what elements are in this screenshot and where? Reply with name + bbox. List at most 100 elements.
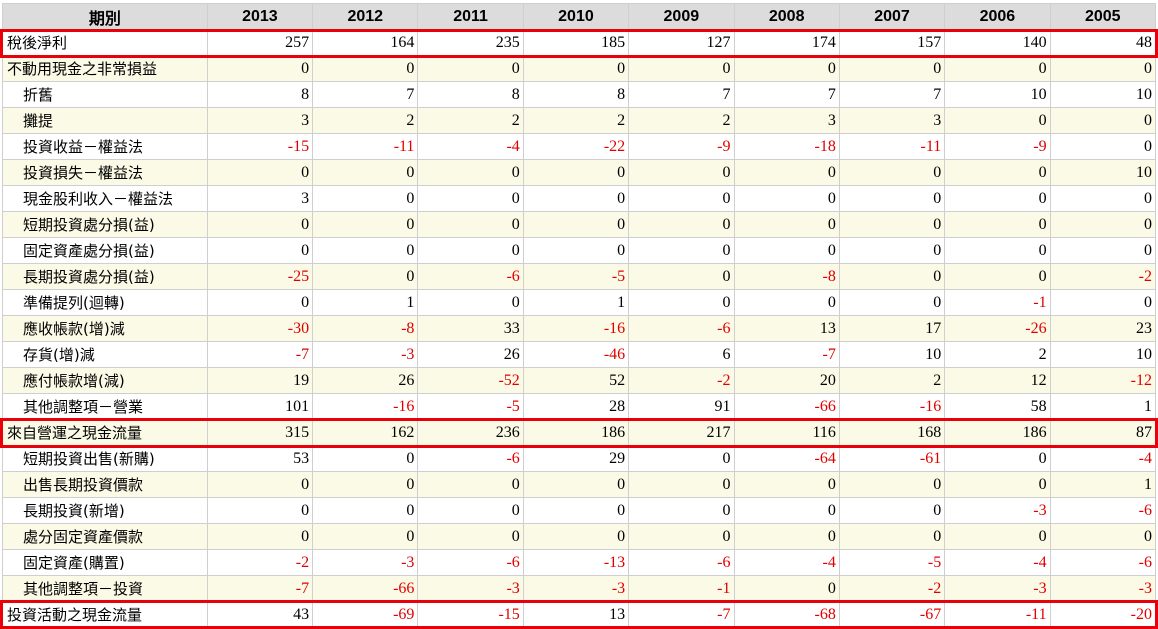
value-cell: -69: [312, 601, 419, 628]
value-cell: 19: [206, 367, 314, 394]
value-cell: 0: [944, 263, 1051, 290]
value-cell: -67: [838, 601, 946, 628]
value-cell: 0: [838, 159, 946, 186]
value-cell: -22: [522, 133, 630, 160]
value-cell: 2: [838, 367, 946, 394]
table-row: 長期投資處分損(益) -25 0 -6 -5 0 -8 0 0 -2: [2, 263, 1157, 290]
value-cell: 0: [1049, 55, 1157, 82]
value-cell: 116: [733, 419, 840, 446]
value-cell: 0: [312, 263, 419, 290]
header-row: 期別 2013 2012 2011 2010 2009 2008 2007 20…: [2, 3, 1157, 30]
value-cell: 236: [417, 419, 524, 446]
value-cell: 7: [838, 81, 946, 108]
value-cell: -6: [1049, 497, 1157, 524]
row-label: 投資活動之現金流量: [2, 601, 208, 628]
value-cell: 0: [417, 497, 524, 524]
value-cell: 0: [944, 185, 1051, 212]
value-cell: 3: [206, 185, 314, 212]
table-row: 攤提 3 2 2 2 2 3 3 0 0: [2, 107, 1157, 134]
value-cell: 0: [944, 523, 1051, 550]
row-label: 其他調整項－投資: [2, 575, 208, 602]
year-header: 2008: [733, 3, 840, 30]
value-cell: -8: [312, 315, 419, 342]
value-cell: 52: [522, 367, 630, 394]
value-cell: -4: [1049, 445, 1157, 472]
value-cell: 28: [522, 393, 630, 420]
value-cell: -8: [733, 263, 840, 290]
value-cell: 164: [312, 29, 419, 56]
value-cell: -3: [417, 575, 524, 602]
value-cell: 157: [838, 29, 946, 56]
value-cell: 0: [733, 497, 840, 524]
value-cell: 3: [206, 107, 314, 134]
row-label: 長期投資處分損(益): [2, 263, 208, 290]
value-cell: 10: [1049, 81, 1157, 108]
value-cell: 0: [417, 159, 524, 186]
value-cell: -3: [944, 497, 1051, 524]
value-cell: 0: [838, 471, 946, 498]
value-cell: 1: [1049, 471, 1157, 498]
value-cell: 0: [312, 55, 419, 82]
value-cell: -66: [312, 575, 419, 602]
table-row: 稅後淨利 257 164 235 185 127 174 157 140 48: [2, 29, 1157, 56]
value-cell: 235: [417, 29, 524, 56]
value-cell: -5: [838, 549, 946, 576]
value-cell: 0: [628, 159, 735, 186]
value-cell: 0: [733, 471, 840, 498]
value-cell: -9: [628, 133, 735, 160]
value-cell: -16: [522, 315, 630, 342]
value-cell: -46: [522, 341, 630, 368]
value-cell: 0: [628, 289, 735, 316]
value-cell: 17: [838, 315, 946, 342]
value-cell: -2: [838, 575, 946, 602]
value-cell: 127: [628, 29, 735, 56]
value-cell: 20: [733, 367, 840, 394]
value-cell: -18: [733, 133, 840, 160]
value-cell: 1: [1049, 393, 1157, 420]
year-header: 2013: [206, 3, 314, 30]
value-cell: 0: [1049, 133, 1157, 160]
value-cell: 0: [206, 471, 314, 498]
value-cell: 8: [206, 81, 314, 108]
value-cell: 0: [733, 55, 840, 82]
value-cell: 1: [312, 289, 419, 316]
value-cell: 0: [1049, 211, 1157, 238]
value-cell: 87: [1049, 419, 1157, 446]
value-cell: -6: [417, 549, 524, 576]
value-cell: 0: [733, 289, 840, 316]
value-cell: 0: [312, 185, 419, 212]
value-cell: 10: [1049, 341, 1157, 368]
year-header: 2005: [1049, 3, 1157, 30]
value-cell: -6: [417, 445, 524, 472]
value-cell: -11: [312, 133, 419, 160]
value-cell: 0: [522, 497, 630, 524]
value-cell: -16: [312, 393, 419, 420]
value-cell: 6: [628, 341, 735, 368]
value-cell: -6: [1049, 549, 1157, 576]
value-cell: 2: [522, 107, 630, 134]
table-row: 固定資產處分損(益) 0 0 0 0 0 0 0 0 0: [2, 237, 1157, 264]
value-cell: -2: [628, 367, 735, 394]
value-cell: -15: [417, 601, 524, 628]
value-cell: -7: [206, 341, 314, 368]
value-cell: 10: [838, 341, 946, 368]
value-cell: 101: [206, 393, 314, 420]
value-cell: 162: [312, 419, 419, 446]
row-label: 短期投資處分損(益): [2, 211, 208, 238]
value-cell: 0: [838, 263, 946, 290]
table-row: 折舊 8 7 8 8 7 7 7 10 10: [2, 81, 1157, 108]
value-cell: 0: [417, 471, 524, 498]
value-cell: -13: [522, 549, 630, 576]
table-row: 應付帳款增(減) 19 26 -52 52 -2 20 2 12 -12: [2, 367, 1157, 394]
table-row: 投資收益－權益法 -15 -11 -4 -22 -9 -18 -11 -9 0: [2, 133, 1157, 160]
table-row: 長期投資(新增) 0 0 0 0 0 0 0 -3 -6: [2, 497, 1157, 524]
value-cell: -6: [628, 549, 735, 576]
value-cell: 43: [206, 601, 314, 628]
value-cell: 8: [522, 81, 630, 108]
value-cell: 48: [1049, 29, 1157, 56]
table-row: 存貨(增)減 -7 -3 26 -46 6 -7 10 2 10: [2, 341, 1157, 368]
value-cell: 186: [944, 419, 1051, 446]
value-cell: 0: [206, 211, 314, 238]
year-header: 2010: [522, 3, 630, 30]
value-cell: 0: [733, 523, 840, 550]
